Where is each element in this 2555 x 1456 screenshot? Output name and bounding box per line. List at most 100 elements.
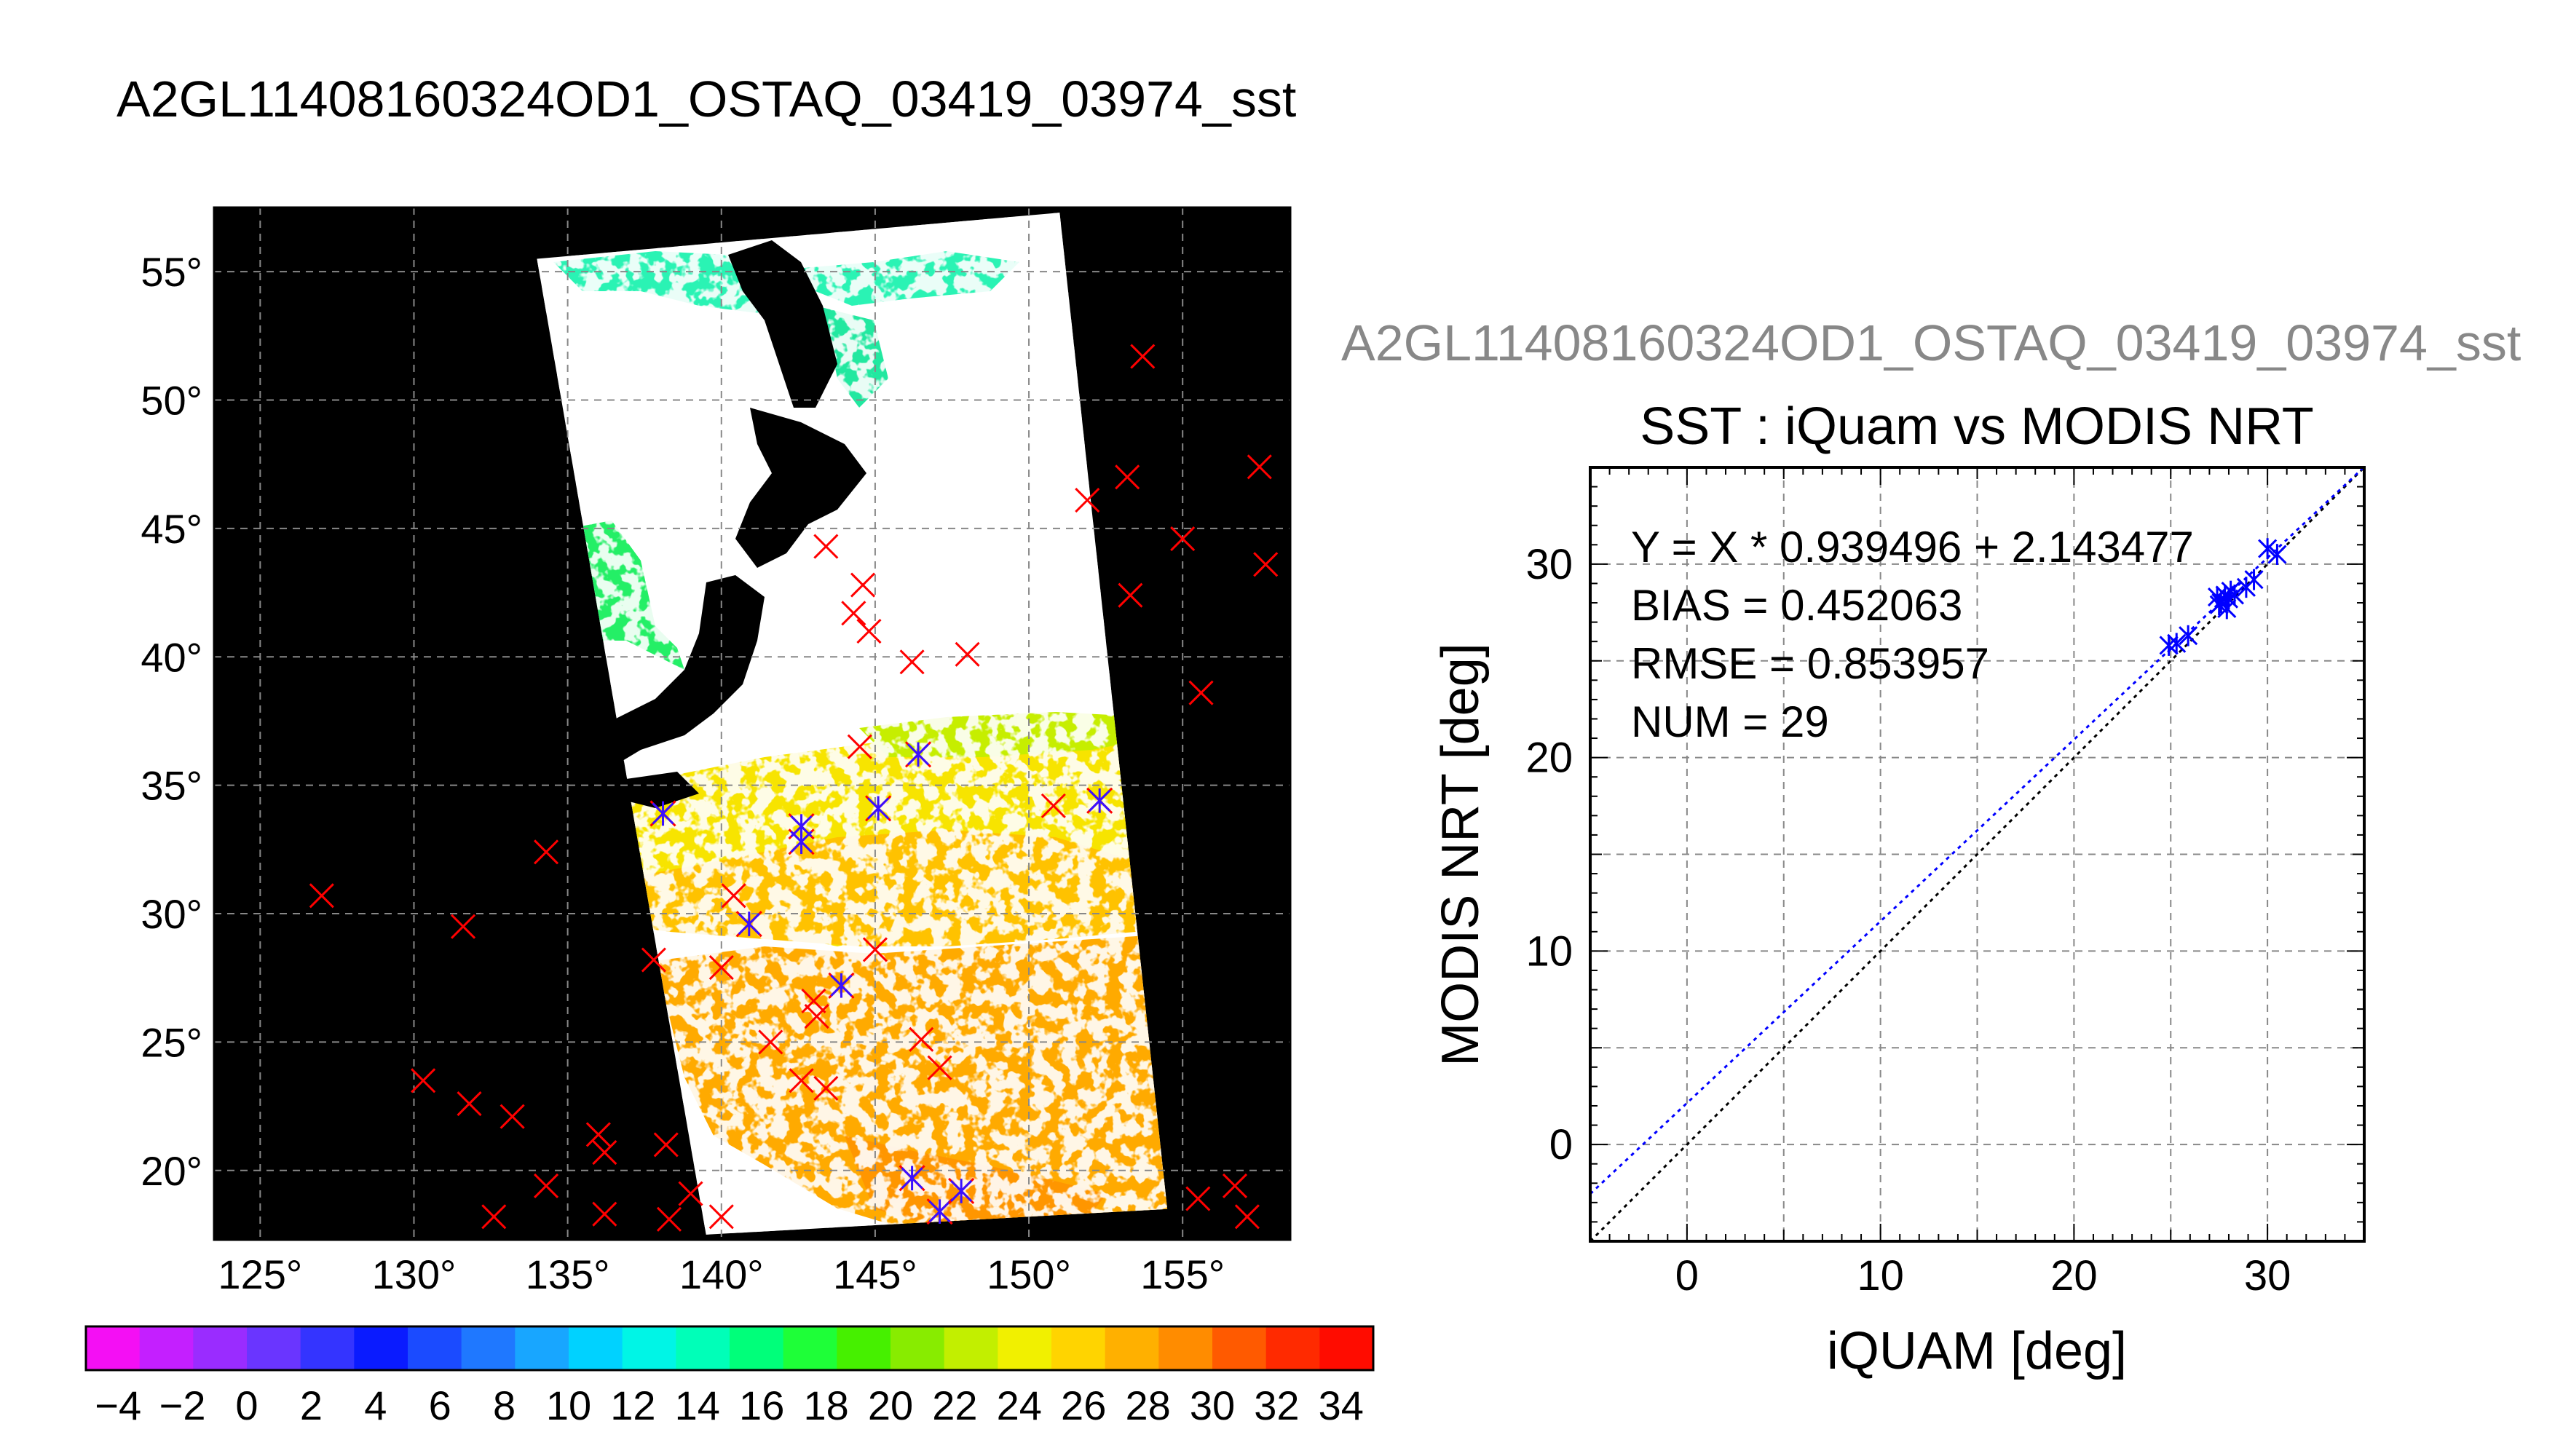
iquam-marker: [641, 947, 666, 973]
stat-fit-equation: Y = X * 0.939496 + 2.143477: [1631, 523, 2194, 571]
colorbar-cell: [515, 1326, 569, 1370]
iquam-marker: [656, 1206, 682, 1232]
map-lon-label: 140°: [679, 1251, 764, 1297]
colorbar-tick-label: −4: [95, 1382, 141, 1428]
colorbar-cell: [622, 1326, 676, 1370]
colorbar-tick-label: 26: [1061, 1382, 1106, 1428]
sst-map-panel: 125° 130° 135° 140° 145° 150° 155° 20° 25° 30° 35…: [141, 206, 1292, 1297]
iquam-marker: [899, 649, 925, 675]
stat-bias: BIAS = 0.452063: [1631, 581, 1962, 630]
scatter-y-axis-label: MODIS NRT [deg]: [1431, 643, 1490, 1067]
colorbar-tick-label: 0: [235, 1382, 258, 1428]
land-honshu: [553, 575, 765, 786]
iquam-marker: [585, 1122, 611, 1147]
colorbar-cell: [891, 1326, 945, 1370]
iquam-marker: [592, 1140, 617, 1166]
iquam-markers: [309, 344, 1279, 1232]
land-shikoku: [626, 772, 699, 808]
colorbar-tick-label: 22: [932, 1382, 977, 1428]
scatter-y-tick-labels: 0 10 20 30: [1525, 541, 1573, 1168]
colorbar-tick-label: 4: [364, 1382, 387, 1428]
iquam-marker: [499, 1104, 525, 1129]
scatter-x-tick-label: 30: [2244, 1252, 2291, 1299]
colorbar-cell: [998, 1326, 1052, 1370]
iquam-marker: [1115, 464, 1140, 490]
colorbar-tick-label: 10: [546, 1382, 591, 1428]
colorbar-tick-label: 24: [997, 1382, 1042, 1428]
colorbar-cell: [408, 1326, 462, 1370]
colorbar-tick-label: 18: [803, 1382, 848, 1428]
colorbar-cell: [247, 1326, 301, 1370]
map-lon-label: 150°: [987, 1251, 1071, 1297]
iquam-marker: [813, 534, 839, 559]
iquam-marker: [481, 1204, 507, 1230]
iquam-marker: [862, 937, 888, 962]
iquam-marker: [1185, 1186, 1211, 1211]
iquam-marker: [1170, 526, 1196, 552]
map-lon-label: 155°: [1140, 1251, 1225, 1297]
colorbar-cell: [193, 1326, 248, 1370]
map-lat-label: 35°: [141, 763, 202, 809]
map-lon-label: 135°: [526, 1251, 610, 1297]
iquam-marker: [1118, 582, 1143, 608]
iquam-marker: [411, 1068, 436, 1093]
colorbar-cell: [944, 1326, 998, 1370]
colorbar-tick-label: 32: [1254, 1382, 1299, 1428]
map-latitude-labels: 20° 25° 30° 35° 40° 45° 50° 55°: [141, 249, 202, 1194]
colorbar-tick-label: 8: [493, 1382, 516, 1428]
scatter-lines: [1590, 467, 2364, 1241]
scatter-panel: A2GL11408160324OD1_OSTAQ_03419_03974_sst…: [1341, 314, 2521, 1380]
scatter-points: [2159, 538, 2287, 656]
colorbar-cell: [676, 1326, 730, 1370]
iquam-marker: [789, 1068, 814, 1093]
colorbar-cell: [1105, 1326, 1159, 1370]
colorbar-tick-label: 28: [1125, 1382, 1170, 1428]
scatter-grid: [1590, 467, 2364, 1241]
iquam-marker: [1040, 793, 1066, 818]
colorbar-tick-label: 20: [868, 1382, 913, 1428]
scatter-header-title: A2GL11408160324OD1_OSTAQ_03419_03974_sst: [1341, 314, 2521, 371]
stat-rmse: RMSE = 0.853957: [1631, 639, 1989, 688]
map-lat-label: 20°: [141, 1148, 202, 1194]
iquam-marker: [801, 988, 826, 1014]
iquam-marker: [813, 1075, 839, 1101]
land-sakhalin: [728, 240, 837, 408]
iquam-marker: [1130, 344, 1156, 369]
iquam-marker: [592, 1201, 617, 1227]
scatter-x-tick-labels: 0 10 20 30: [1675, 1252, 2291, 1299]
colorbar-tick-labels: −4 −2 0 2 4 6 8 10 12 14 16 18 20 22 24 26 28 30 32 34: [95, 1382, 1364, 1428]
colorbar-tick-label: 14: [675, 1382, 720, 1428]
colorbar-cell: [1265, 1326, 1320, 1370]
colorbar-cell: [300, 1326, 355, 1370]
land-kyushu: [510, 750, 583, 837]
identity-line: [1590, 467, 2364, 1241]
scatter-x-tick-label: 0: [1675, 1252, 1699, 1299]
colorbar-cell: [1158, 1326, 1213, 1370]
scatter-y-tick-label: 30: [1525, 541, 1573, 588]
iquam-marker: [1253, 552, 1279, 577]
iquam-marker: [1222, 1173, 1248, 1198]
figure-title: A2GL11408160324OD1_OSTAQ_03419_03974_sst: [117, 71, 1296, 127]
map-longitude-labels: 125° 130° 135° 140° 145° 150° 155°: [218, 1251, 1225, 1297]
iquam-marker: [309, 883, 334, 909]
colorbar-tick-label: 6: [429, 1382, 451, 1428]
map-lat-label: 25°: [141, 1019, 202, 1065]
iquam-marker: [850, 572, 876, 598]
scatter-title: SST : iQuam vs MODIS NRT: [1640, 397, 2314, 456]
map-frame: [213, 206, 1292, 1241]
iquam-marker: [450, 914, 476, 939]
colorbar-cells: [86, 1326, 1374, 1370]
iquam-marker: [841, 601, 866, 626]
iquam-marker: [856, 618, 882, 644]
colorbar-cell: [1051, 1326, 1106, 1370]
iquam-marker: [1188, 680, 1214, 705]
colorbar-tick-label: 30: [1190, 1382, 1235, 1428]
colorbar-tick-label: 12: [610, 1382, 655, 1428]
map-lon-label: 130°: [372, 1251, 457, 1297]
stat-num: NUM = 29: [1631, 697, 1829, 746]
scatter-y-tick-label: 10: [1525, 927, 1573, 975]
iquam-marker: [534, 839, 559, 865]
colorbar-cell: [783, 1326, 837, 1370]
scatter-y-tick-label: 0: [1549, 1121, 1573, 1168]
